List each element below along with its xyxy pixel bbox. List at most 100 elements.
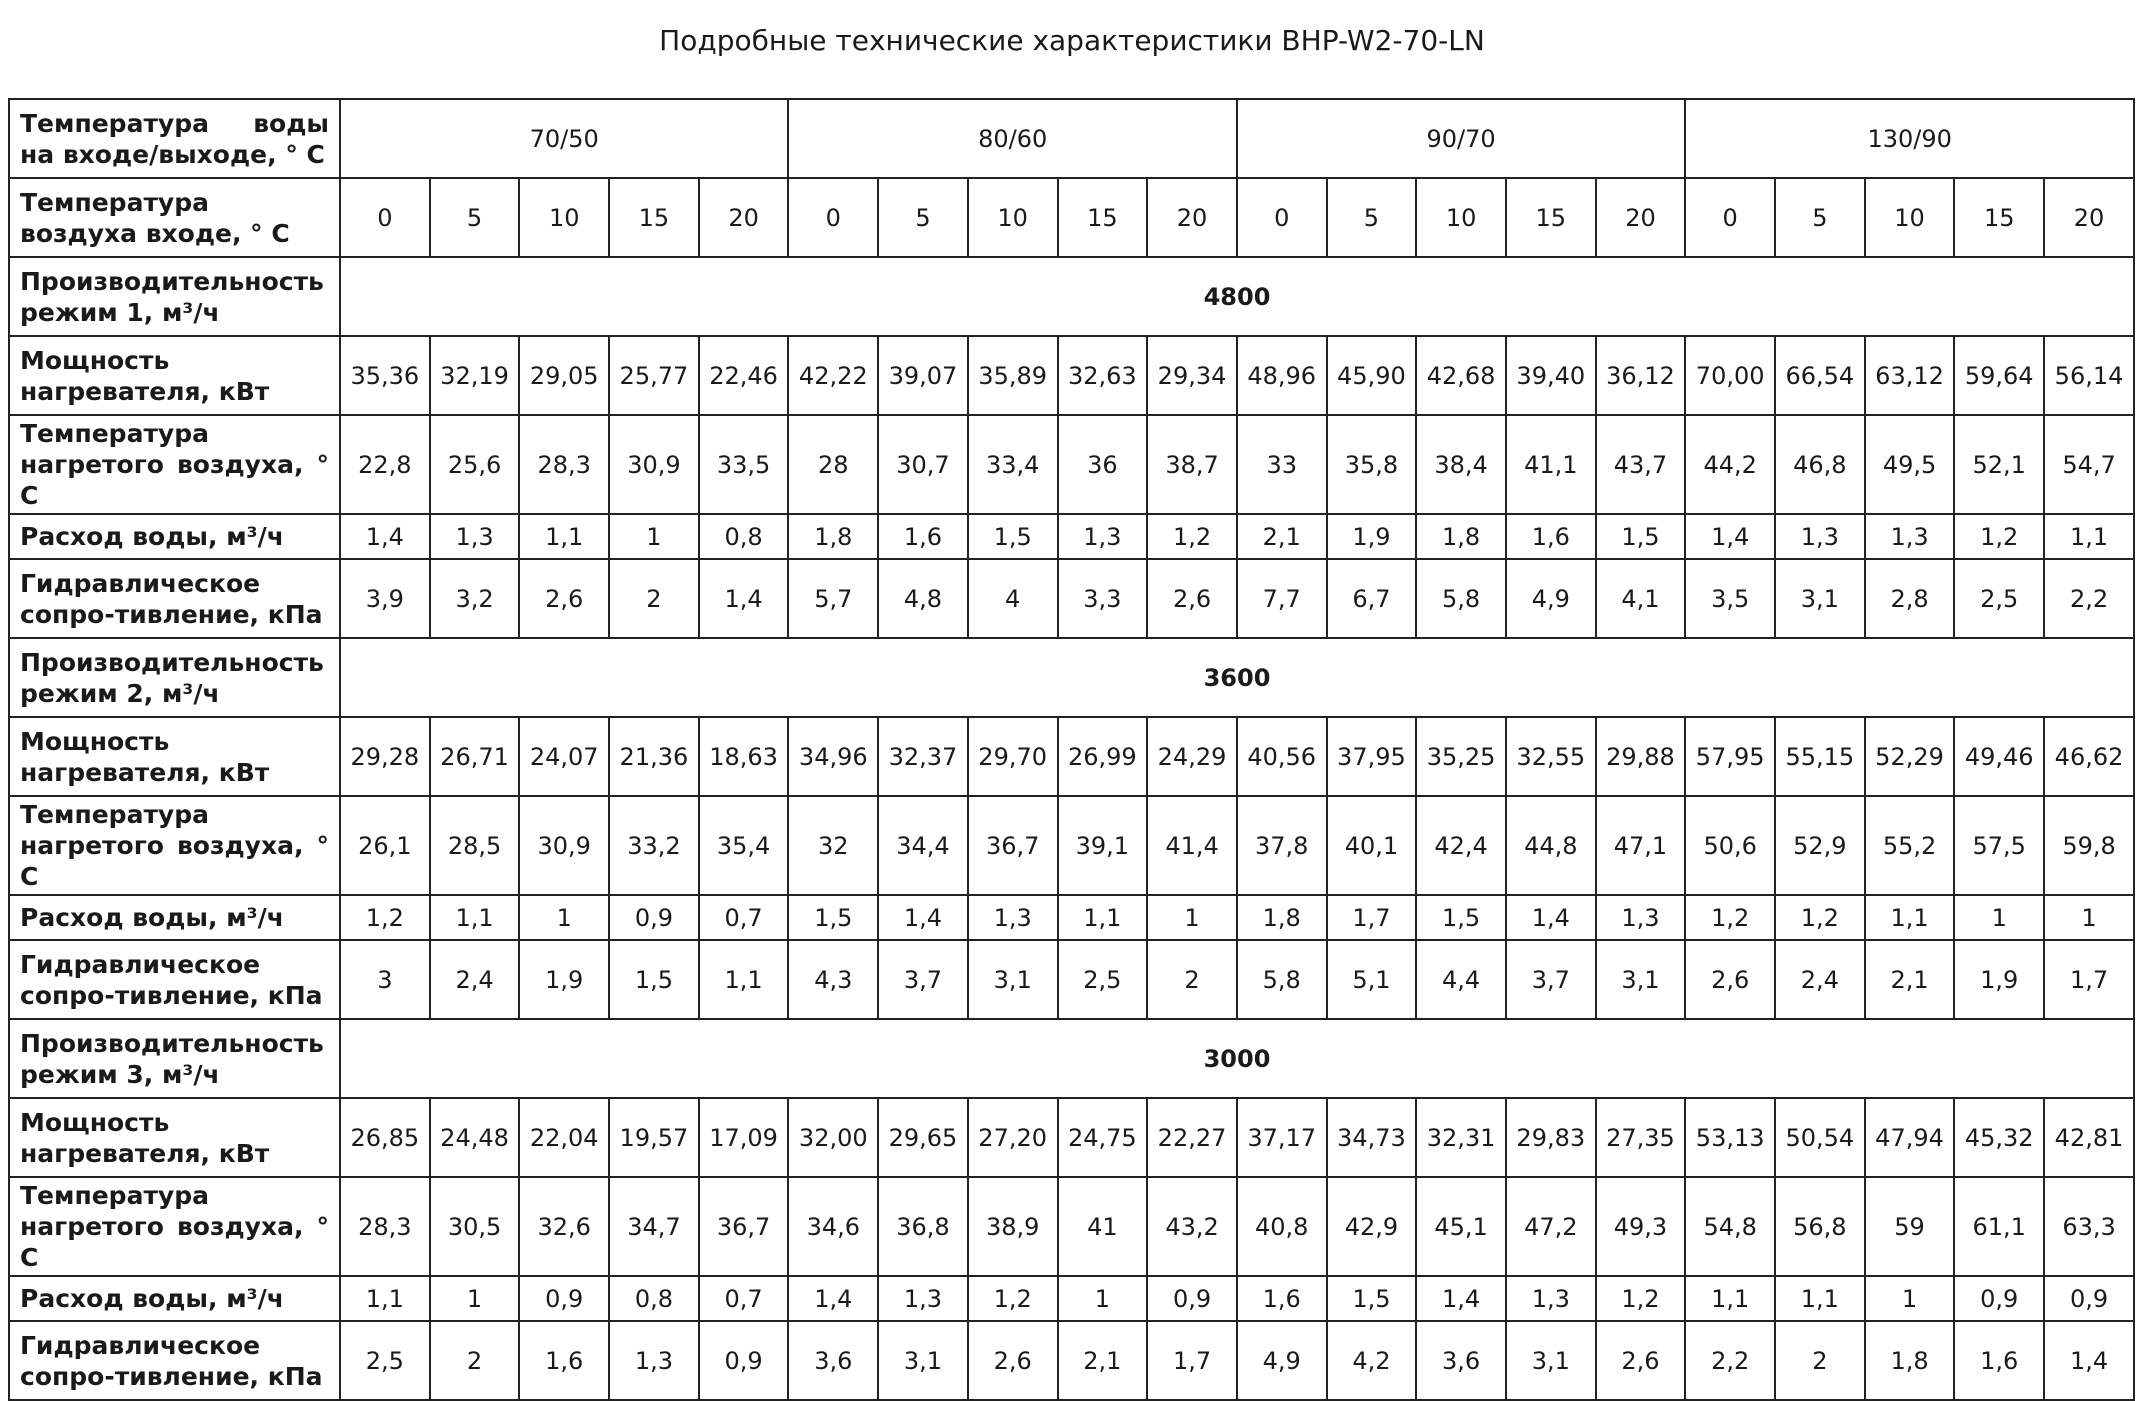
value-cell: 47,94 [1863,1097,1956,1178]
value-cell: 3,7 [877,939,969,1020]
water-temp-header: 80/60 [787,98,1238,179]
value-cell: 49,3 [1594,1176,1687,1277]
value-cell: 26,1 [339,795,431,896]
value-cell: 1,2 [1953,513,2046,560]
value-cell: 24,48 [428,1097,521,1178]
value-cell: 33 [1235,414,1328,515]
value-cell: 2,6 [518,558,611,639]
value-cell: 63,3 [2043,1176,2135,1277]
value-cell: 1,1 [2043,513,2135,560]
value-cell: 36,7 [697,1176,790,1277]
value-cell: 1,2 [1146,513,1238,560]
air-temp-header: 0 [787,177,880,258]
value-cell: 1,5 [608,939,700,1020]
value-cell: 63,12 [1863,335,1956,416]
table-row: Расход воды, м³/ч 1,4 1,3 1,1 1 0,8 1,8 1,6 1,5 1… [8,513,2135,560]
value-cell: 42,4 [1415,795,1507,896]
value-cell: 1,9 [1953,939,2046,1020]
value-cell: 1,3 [877,1275,969,1322]
row-label: Температура воздуха входе, ° С [8,177,341,258]
value-cell: 2,2 [1684,1320,1776,1401]
value-cell: 2,5 [1953,558,2046,639]
value-cell: 32,31 [1415,1097,1507,1178]
value-cell: 0,9 [697,1320,790,1401]
value-cell: 32,63 [1056,335,1149,416]
air-temp-header: 5 [877,177,969,258]
value-cell: 2,8 [1863,558,1956,639]
value-cell: 56,8 [1774,1176,1866,1277]
air-temp-header: 20 [697,177,790,258]
value-cell: 7,7 [1235,558,1328,639]
value-cell: 1,8 [787,513,880,560]
value-cell: 39,1 [1056,795,1149,896]
value-cell: 1,8 [1235,894,1328,941]
value-cell: 1,4 [877,894,969,941]
value-cell: 28,3 [518,414,611,515]
value-cell: 49,46 [1953,716,2046,797]
value-cell: 2,6 [966,1320,1059,1401]
value-cell: 42,22 [787,335,880,416]
value-cell: 22,8 [339,414,431,515]
value-cell: 1 [1953,894,2046,941]
water-temp-header: 70/50 [338,98,790,179]
value-cell: 1,1 [339,1275,431,1322]
value-cell: 33,4 [966,414,1059,515]
table-row: Гидравлическое сопро-тивление, кПа 2,5 2 1,… [8,1320,2135,1401]
water-temp-header: 90/70 [1235,98,1687,179]
value-cell: 1 [1056,1275,1149,1322]
value-cell: 3,1 [1774,558,1866,639]
value-cell: 34,96 [787,716,880,797]
value-cell: 29,83 [1504,1097,1597,1178]
value-cell: 17,09 [697,1097,790,1178]
value-cell: 34,73 [1325,1097,1418,1178]
value-cell: 1,3 [608,1320,700,1401]
value-cell: 4,9 [1504,558,1597,639]
value-cell: 1 [2043,894,2135,941]
value-cell: 2,4 [1774,939,1866,1020]
value-cell: 35,4 [697,795,790,896]
value-cell: 39,40 [1504,335,1597,416]
value-cell: 36,12 [1594,335,1687,416]
value-cell: 29,70 [966,716,1059,797]
value-cell: 1,8 [1863,1320,1956,1401]
value-cell: 2,1 [1235,513,1328,560]
value-cell: 2,1 [1056,1320,1149,1401]
value-cell: 3,9 [339,558,431,639]
air-temp-header: 20 [2043,177,2135,258]
air-temp-header: 5 [1774,177,1866,258]
value-cell: 22,46 [697,335,790,416]
row-label: Температура нагретого воздуха, ° С [8,1176,341,1277]
value-cell: 1,5 [1325,1275,1418,1322]
value-cell: 59,64 [1953,335,2046,416]
value-cell: 38,4 [1415,414,1507,515]
value-cell: 1,6 [518,1320,611,1401]
value-cell: 35,25 [1415,716,1507,797]
value-cell: 44,8 [1504,795,1597,896]
value-cell: 30,5 [428,1176,521,1277]
air-temp-header: 15 [608,177,700,258]
table-row: Производительность режим 3, м³/ч 3000 [8,1018,2135,1099]
water-temp-header: 130/90 [1684,98,2135,179]
value-cell: 52,1 [1953,414,2046,515]
value-cell: 52,9 [1774,795,1866,896]
value-cell: 1,2 [966,1275,1059,1322]
value-cell: 26,71 [428,716,521,797]
value-cell: 1,3 [1774,513,1866,560]
value-cell: 29,34 [1146,335,1238,416]
value-cell: 1,3 [1056,513,1149,560]
value-cell: 1,1 [1863,894,1956,941]
table-row: Производительность режим 2, м³/ч 3600 [8,637,2135,718]
value-cell: 47,1 [1594,795,1687,896]
value-cell: 41,4 [1146,795,1238,896]
value-cell: 5,1 [1325,939,1418,1020]
air-temp-header: 15 [1504,177,1597,258]
page: Подробные технические характеристики BHP… [8,24,2135,1401]
table-row: Температура воды на входе/выходе, ° С 70/… [8,98,2135,179]
value-cell: 1,2 [1774,894,1866,941]
row-label: Расход воды, м³/ч [8,513,341,560]
value-cell: 50,6 [1684,795,1776,896]
value-cell: 4,4 [1415,939,1507,1020]
value-cell: 46,62 [2043,716,2135,797]
value-cell: 1,9 [518,939,611,1020]
value-cell: 33,5 [697,414,790,515]
